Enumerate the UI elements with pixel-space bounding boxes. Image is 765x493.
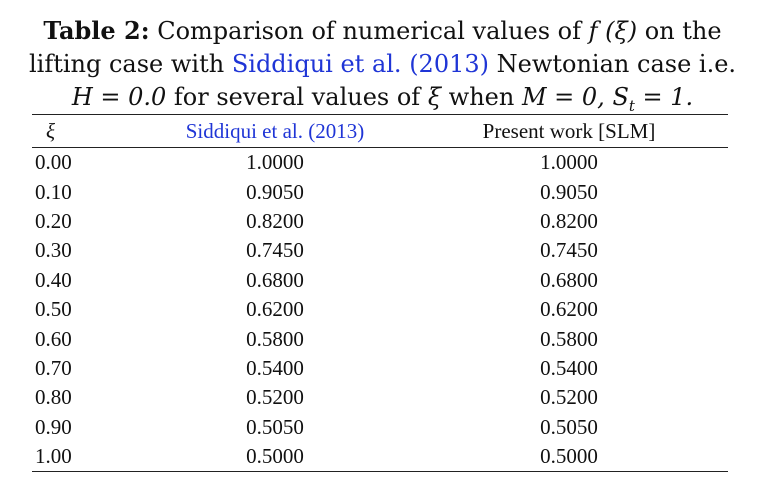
table-header: ξ Siddiqui et al. (2013) Present work [S… [32,114,728,148]
cell-siddiqui: 1.0000 [246,150,304,175]
cell-xi: 0.00 [35,150,72,175]
cell-xi: 0.50 [35,297,72,322]
table-row: 0.50 0.6200 0.6200 [32,295,728,324]
caption-text-4: for several values of [166,83,428,111]
cell-siddiqui: 0.5800 [246,326,304,351]
header-row: ξ Siddiqui et al. (2013) Present work [S… [32,114,728,148]
cell-xi: 0.30 [35,238,72,263]
caption-math-f-xi: f (ξ) [588,17,638,45]
table-row: 0.60 0.5800 0.5800 [32,324,728,353]
comparison-table: ξ Siddiqui et al. (2013) Present work [S… [32,114,728,472]
citation-link[interactable]: Siddiqui et al. (2013) [231,50,489,78]
cell-xi: 0.90 [35,414,72,439]
cell-present-work: 0.8200 [540,208,598,233]
cell-xi: 0.70 [35,355,72,380]
caption-text-5: when [441,83,522,111]
cell-present-work: 0.5800 [540,326,598,351]
cell-xi: 0.80 [35,385,72,410]
caption-text-1: Comparison of numerical values of [149,17,589,45]
caption-label: Table 2: [43,16,150,45]
cell-present-work: 0.5400 [540,355,598,380]
caption-math-st-sub: t [628,96,635,115]
cell-present-work: 0.6200 [540,297,598,322]
cell-present-work: 0.6800 [540,267,598,292]
table-row: 0.70 0.5400 0.5400 [32,354,728,383]
cell-present-work: 0.5200 [540,385,598,410]
cell-siddiqui: 0.6800 [246,267,304,292]
table-row: 0.20 0.8200 0.8200 [32,207,728,236]
header-present-work: Present work [SLM] [482,118,656,143]
cell-present-work: 0.9050 [540,179,598,204]
table-caption: Table 2: Comparison of numerical values … [20,14,745,114]
cell-present-work: 0.7450 [540,238,598,263]
cell-present-work: 0.5000 [540,444,598,469]
caption-math-h: H = 0.0 [71,83,167,111]
table-row: 0.30 0.7450 0.7450 [32,236,728,265]
table-row: 0.40 0.6800 0.6800 [32,266,728,295]
caption-math-m: M = 0, S [521,83,629,111]
header-siddiqui-link[interactable]: Siddiqui et al. (2013) [185,118,365,143]
table-row: 0.90 0.5050 0.5050 [32,413,728,442]
cell-xi: 1.00 [35,444,72,469]
table-row: 0.10 0.9050 0.9050 [32,177,728,206]
cell-siddiqui: 0.8200 [246,208,304,233]
cell-siddiqui: 0.6200 [246,297,304,322]
cell-siddiqui: 0.7450 [246,238,304,263]
cell-siddiqui: 0.5000 [246,444,304,469]
cell-siddiqui: 0.5050 [246,414,304,439]
caption-math-m-st: M = 0, St = 1. [521,83,694,113]
caption-text-2: on the lifting case with [28,17,722,78]
table-row: 0.80 0.5200 0.5200 [32,383,728,412]
cell-xi: 0.10 [35,179,72,204]
table-row: 0.00 1.0000 1.0000 [32,148,728,178]
cell-present-work: 0.5050 [540,414,598,439]
table-body: 0.00 1.0000 1.0000 0.10 0.9050 0.9050 0.20 0.82… [32,148,728,472]
cell-xi: 0.40 [35,267,72,292]
cell-present-work: 1.0000 [540,150,598,175]
header-xi: ξ [46,118,55,143]
cell-xi: 0.20 [35,208,72,233]
cell-xi: 0.60 [35,326,72,351]
table-row: 1.00 0.5000 0.5000 [32,442,728,472]
caption-math-xi: ξ [427,83,442,111]
cell-siddiqui: 0.5400 [246,355,304,380]
caption-text-3: Newtonian case i.e. [489,50,737,78]
cell-siddiqui: 0.9050 [246,179,304,204]
caption-math-st-value: = 1. [634,83,694,111]
cell-siddiqui: 0.5200 [246,385,304,410]
